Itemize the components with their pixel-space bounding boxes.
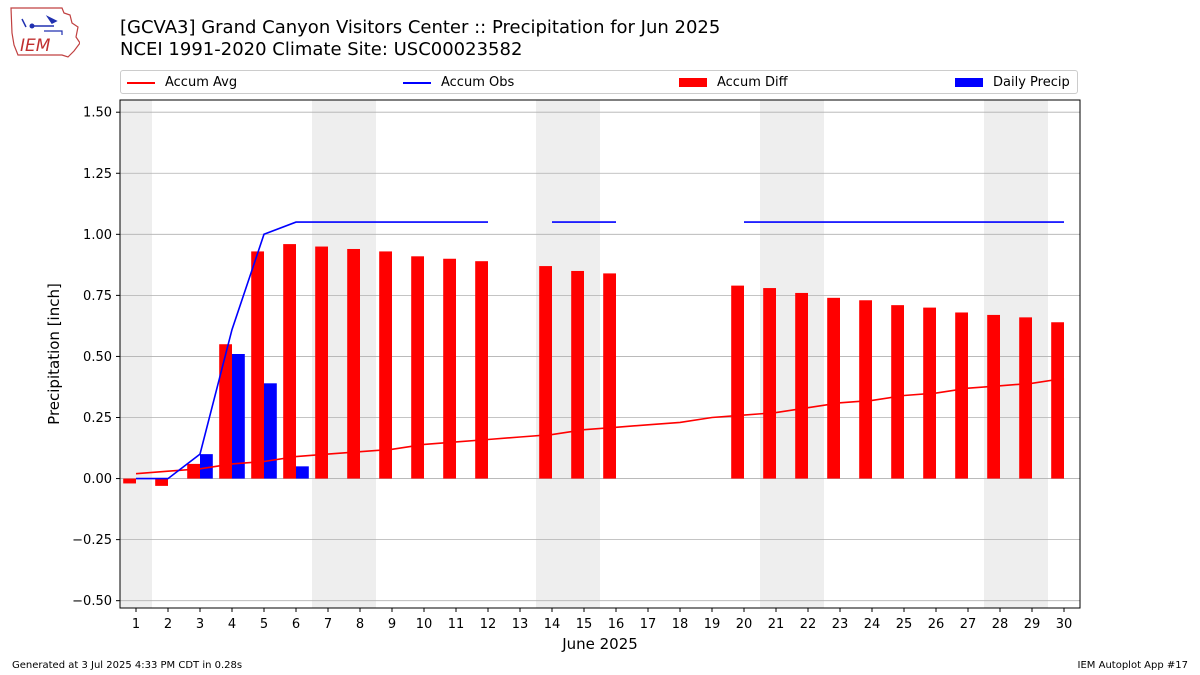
legend-swatch-accum-obs (403, 81, 431, 84)
accum-diff-bar (859, 300, 872, 479)
y-axis-label: Precipitation [inch] (45, 283, 63, 425)
x-tick-label: 19 (704, 617, 721, 632)
x-tick-label: 6 (292, 617, 300, 632)
x-tick-label: 4 (228, 617, 236, 632)
x-tick-label: 1 (132, 617, 140, 632)
y-tick-label: −0.50 (72, 594, 112, 609)
x-tick-label: 18 (672, 617, 689, 632)
x-tick-label: 23 (832, 617, 849, 632)
accum-diff-bar (1019, 317, 1032, 479)
x-tick-label: 11 (448, 617, 465, 632)
accum-diff-bar (987, 314, 1000, 479)
x-tick-label: 30 (1056, 617, 1073, 632)
accum-diff-bar (731, 285, 744, 479)
x-tick-label: 25 (896, 617, 913, 632)
y-tick-label: 0.25 (83, 411, 112, 426)
accum-diff-bar (571, 270, 584, 479)
accum-diff-bar (411, 256, 424, 479)
chart-legend: Accum Avg Accum Obs Accum Diff Daily Pre… (120, 70, 1078, 94)
x-axis-label: June 2025 (561, 635, 638, 653)
y-tick-label: 0.00 (83, 472, 112, 487)
plot-frame (119, 99, 1081, 609)
accum-diff-bar (1051, 322, 1064, 479)
x-tick-label: 17 (640, 617, 657, 632)
daily-precip-bar (296, 466, 309, 479)
accum-diff-bar (443, 258, 456, 479)
y-tick-label: 0.75 (83, 289, 112, 304)
accum-diff-bar (251, 251, 264, 479)
accum-diff-bar (763, 288, 776, 479)
daily-precip-bar (200, 454, 213, 479)
x-tick-label: 9 (388, 617, 396, 632)
accum-diff-bar (795, 292, 808, 479)
legend-label-accum-avg: Accum Avg (165, 75, 238, 90)
accum-diff-bar (187, 463, 200, 479)
x-tick-label: 26 (928, 617, 945, 632)
x-tick-label: 12 (480, 617, 497, 632)
x-tick-label: 28 (992, 617, 1009, 632)
x-tick-label: 24 (864, 617, 881, 632)
y-tick-label: 1.50 (83, 106, 112, 121)
legend-item-accum-avg: Accum Avg (127, 74, 237, 92)
legend-label-daily-precip: Daily Precip (993, 75, 1070, 90)
chart-title: [GCVA3] Grand Canyon Visitors Center :: … (120, 17, 721, 38)
footer-app: IEM Autoplot App #17 (1077, 660, 1188, 671)
x-tick-label: 29 (1024, 617, 1041, 632)
legend-item-accum-obs: Accum Obs (403, 74, 514, 92)
legend-swatch-daily-precip (955, 78, 983, 87)
x-tick-label: 13 (512, 617, 529, 632)
x-tick-label: 15 (576, 617, 593, 632)
x-tick-label: 16 (608, 617, 625, 632)
y-tick-label: −0.25 (72, 533, 112, 548)
y-tick-label: 1.25 (83, 167, 112, 182)
daily-precip-bar (264, 383, 277, 479)
accum-diff-bar (539, 266, 552, 479)
daily-precip-bar (232, 354, 245, 479)
accum-diff-bar (475, 261, 488, 479)
legend-label-accum-obs: Accum Obs (441, 75, 515, 90)
legend-item-daily-precip: Daily Precip (955, 74, 1070, 92)
accum-diff-bar (315, 246, 328, 479)
weekend-shade (120, 100, 152, 608)
chart-subtitle: NCEI 1991-2020 Climate Site: USC00023582 (120, 39, 523, 60)
accum-diff-bar (891, 305, 904, 479)
logo-text: IEM (20, 36, 51, 56)
accum-diff-bar (155, 478, 168, 486)
legend-label-accum-diff: Accum Diff (717, 75, 788, 90)
accum-diff-bar (347, 248, 360, 479)
x-tick-label: 22 (800, 617, 817, 632)
accum-diff-bar (219, 344, 232, 479)
x-tick-label: 21 (768, 617, 785, 632)
accum-diff-bar (283, 244, 296, 479)
accum-diff-bar (955, 312, 968, 479)
legend-item-accum-diff: Accum Diff (679, 74, 788, 92)
legend-swatch-accum-diff (679, 78, 707, 87)
chart-title-block: [GCVA3] Grand Canyon Visitors Center :: … (120, 17, 720, 61)
accum-obs-line (136, 221, 488, 480)
iem-logo: IEM (10, 7, 80, 58)
x-tick-label: 2 (164, 617, 172, 632)
x-tick-label: 27 (960, 617, 977, 632)
footer-generated: Generated at 3 Jul 2025 4:33 PM CDT in 0… (12, 660, 243, 671)
accum-diff-bar (379, 251, 392, 479)
accum-diff-bar (603, 273, 616, 479)
x-tick-label: 7 (324, 617, 332, 632)
accum-diff-bar (827, 297, 840, 479)
y-tick-label: 1.00 (83, 228, 112, 243)
x-tick-label: 5 (260, 617, 268, 632)
x-tick-label: 8 (356, 617, 364, 632)
accum-avg-line (135, 377, 1065, 475)
x-tick-label: 20 (736, 617, 753, 632)
x-tick-label: 3 (196, 617, 204, 632)
accum-diff-bar (123, 478, 136, 484)
y-tick-label: 0.50 (83, 350, 112, 365)
x-tick-label: 14 (544, 617, 561, 632)
x-tick-label: 10 (416, 617, 433, 632)
legend-swatch-accum-avg (127, 81, 155, 84)
